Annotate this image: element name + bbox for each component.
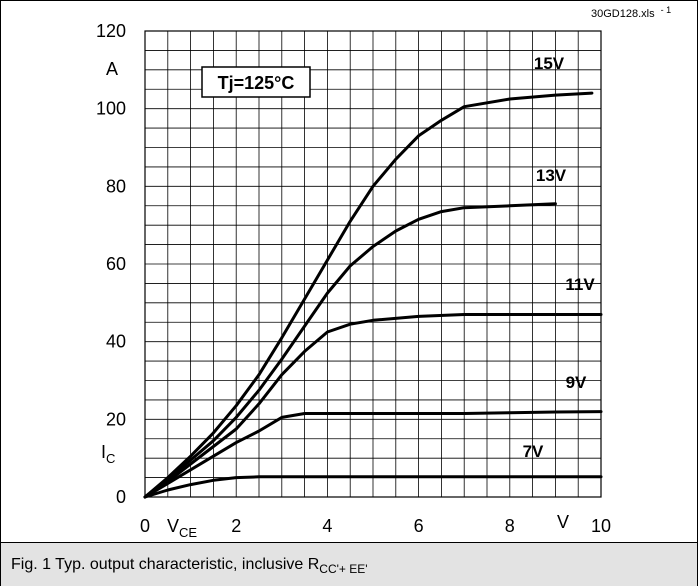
y-tick-label: 120 xyxy=(96,21,126,41)
y-tick-label: 0 xyxy=(116,487,126,507)
file-label: 30GD128.xls - 1 xyxy=(591,5,671,20)
caption-subscript: CC'+ EE' xyxy=(319,562,368,576)
curve-9v xyxy=(143,410,603,499)
y-tick-label: 20 xyxy=(106,409,126,429)
x-tick-label: 4 xyxy=(322,516,332,536)
plot-border xyxy=(144,30,602,498)
series-label-7v: 7V xyxy=(523,442,544,461)
series-label-15v: 15V xyxy=(534,54,565,73)
curve-11v xyxy=(143,313,603,499)
x-axis-label: VCE xyxy=(167,516,197,540)
y-tick-label: 100 xyxy=(96,99,126,119)
temperature-annotation: Tj=125°C xyxy=(218,73,295,93)
x-tick-label: 2 xyxy=(231,516,241,536)
y-tick-label: 80 xyxy=(106,176,126,196)
tick-labels: 0 20 40 60 80 100 120 0 2 4 6 8 10 xyxy=(96,21,611,536)
curve-13v xyxy=(143,202,557,499)
series-group: 15V 13V 11V 9V 7V xyxy=(143,54,603,499)
y-axis-unit: A xyxy=(106,59,118,79)
series-label-11v: 11V xyxy=(565,275,595,294)
output-characteristic-chart: 15V 13V 11V 9V 7V 0 20 40 60 80 100 120 0 2 4 6 8 10 30G… xyxy=(96,5,671,540)
y-tick-label: 60 xyxy=(106,254,126,274)
x-tick-label: 10 xyxy=(591,516,611,536)
y-axis-label: IC xyxy=(101,442,115,466)
curve-15v xyxy=(143,91,594,499)
x-tick-label: 0 xyxy=(140,516,150,536)
series-label-13v: 13V xyxy=(536,166,567,185)
x-axis-unit: V xyxy=(557,512,569,532)
x-tick-label: 6 xyxy=(414,516,424,536)
temperature-box xyxy=(201,66,311,98)
y-tick-label: 40 xyxy=(106,332,126,352)
grid xyxy=(145,31,601,497)
curve-7v xyxy=(143,475,603,499)
figure-caption: Fig. 1 Typ. output characteristic, inclu… xyxy=(1,542,697,586)
caption-text: Fig. 1 Typ. output characteristic, inclu… xyxy=(11,556,320,573)
x-tick-label: 8 xyxy=(505,516,515,536)
series-label-9v: 9V xyxy=(566,373,587,392)
